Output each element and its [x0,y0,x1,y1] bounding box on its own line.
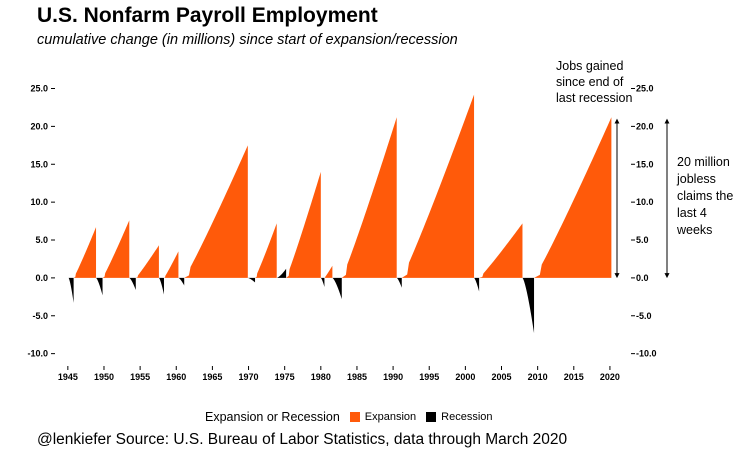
x-tick-label-7: 1980 [311,372,331,382]
x-tick-label-3: 1960 [166,372,186,382]
annotation-jobless-line-2: claims the [677,189,733,203]
area-recession-4 [129,277,136,291]
y-tick-label-left-7: 25.0 [30,84,48,94]
y-tick-label-left-6: 20.0 [30,121,48,131]
area-recession-6 [158,277,164,295]
legend-label-recession: Recession [441,411,493,423]
y-tick-label-right-1: -5.0 [636,311,652,321]
y-tick-label-right-6: 20.0 [636,121,654,131]
annotation-jobless-line-4: weeks [676,223,712,237]
y-tick-label-left-4: 10.0 [30,197,48,207]
legend-swatch-recession [426,412,437,422]
area-recession-8 [178,277,185,286]
chart-title: U.S. Nonfarm Payroll Employment [37,4,378,27]
x-tick-label-14: 2015 [564,372,584,382]
area-expansion-13 [286,171,321,278]
area-expansion-9 [184,145,248,278]
x-tick-label-0: 1945 [58,372,78,382]
x-tick-label-2: 1955 [130,372,150,382]
annotation-jobless-line-3: last 4 [677,206,707,220]
y-tick-label-right-3: 5.0 [636,235,649,245]
area-expansion-3 [102,220,130,278]
area-expansion-11 [255,223,277,278]
area-recession-12 [276,268,287,278]
area-recession-14 [320,277,325,287]
x-tick-label-10: 1995 [419,372,439,382]
annotation-jobs-gained-line-1: since end of [556,75,624,89]
area-expansion-7 [163,251,179,278]
x-tick-label-11: 2000 [455,372,475,382]
legend-swatch-expansion [349,412,360,422]
chart-subtitle: cumulative change (in millions) since st… [37,32,458,48]
area-expansion-17 [341,117,397,278]
area-recession-20 [474,277,480,292]
area-recession-18 [396,277,402,288]
y-tick-label-right-7: 25.0 [636,84,654,94]
area-expansion-5 [135,245,159,278]
x-tick-label-8: 1985 [347,372,367,382]
area-recession-10 [247,277,256,283]
annotation-jobs-gained-line-0: Jobs gained [556,59,623,73]
x-tick-label-5: 1970 [239,372,259,382]
x-tick-label-12: 2005 [491,372,511,382]
annotation-jobless-line-0: 20 million [677,155,730,169]
area-expansion-23 [534,117,612,278]
area-recession-22 [522,277,535,334]
area-expansion-1 [73,227,97,278]
legend-label-expansion: Expansion [364,411,417,423]
area-expansion-19 [401,94,475,278]
x-tick-label-13: 2010 [528,372,548,382]
x-tick-label-9: 1990 [383,372,403,382]
area-expansion-15 [324,265,333,278]
x-tick-label-6: 1975 [275,372,295,382]
area-recession-2 [96,277,103,296]
x-tick-label-1: 1950 [94,372,114,382]
y-tick-label-left-5: 15.0 [30,159,48,169]
y-tick-label-left-2: 0.0 [35,273,48,283]
area-recession-16 [332,277,342,300]
y-tick-label-left-3: 5.0 [35,235,48,245]
annotation-jobs-gained-line-2: last recession [556,91,632,105]
area-expansion-21 [479,223,523,278]
y-tick-label-right-5: 15.0 [636,159,654,169]
y-tick-label-left-1: -5.0 [32,311,48,321]
y-tick-label-right-0: -10.0 [636,349,657,359]
legend: Expansion or Recession Expansion Recessi… [205,410,503,424]
annotation-jobless-line-1: jobless [676,172,716,186]
legend-title: Expansion or Recession [205,410,340,424]
x-tick-label-4: 1965 [202,372,222,382]
source-caption: @lenkiefer Source: U.S. Bureau of Labor … [37,431,568,448]
area-recession-0 [68,277,74,303]
y-tick-label-right-4: 10.0 [636,197,654,207]
y-tick-label-right-2: 0.0 [636,273,649,283]
y-tick-label-left-0: -10.0 [27,349,48,359]
x-tick-label-15: 2020 [600,372,620,382]
